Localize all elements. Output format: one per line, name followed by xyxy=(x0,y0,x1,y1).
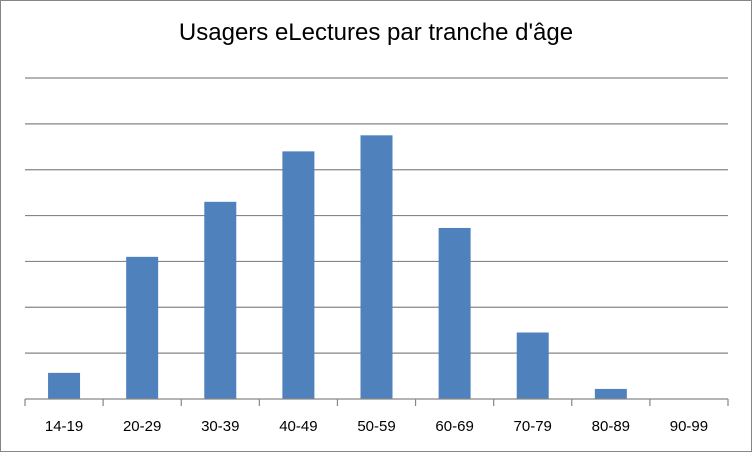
chart-title: Usagers eLectures par tranche d'âge xyxy=(178,19,574,46)
bar-40-49 xyxy=(282,151,315,399)
bar-50-59 xyxy=(360,135,393,400)
bar-30-39 xyxy=(204,201,237,399)
bar-70-79 xyxy=(516,332,549,399)
x-tick-label-60-69: 60-69 xyxy=(435,418,473,435)
x-tick-label-14-19: 14-19 xyxy=(45,418,83,435)
bar-14-19 xyxy=(48,372,81,399)
x-tick-label-70-79: 70-79 xyxy=(514,418,552,435)
x-tick-label-50-59: 50-59 xyxy=(357,418,395,435)
x-tick-label-40-49: 40-49 xyxy=(279,418,317,435)
x-axis xyxy=(24,398,729,406)
x-tick-label-20-29: 20-29 xyxy=(123,418,161,435)
x-tick-labels: 14-19 20-29 30-39 40-49 50-59 60-69 70-79 80-89… xyxy=(45,418,708,435)
x-tick-label-80-89: 80-89 xyxy=(592,418,630,435)
bars xyxy=(48,135,627,400)
bar-80-89 xyxy=(594,388,627,399)
bar-60-69 xyxy=(438,227,471,399)
x-tick-label-30-39: 30-39 xyxy=(201,418,239,435)
bar-20-29 xyxy=(126,256,159,399)
x-tick-label-90-99: 90-99 xyxy=(670,418,708,435)
